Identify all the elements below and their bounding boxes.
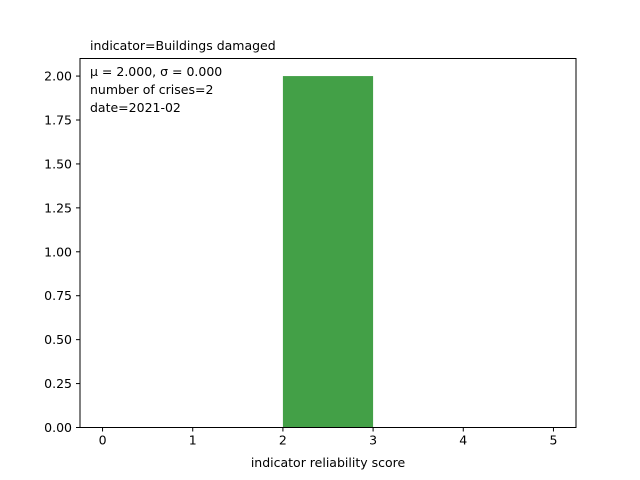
annotation-date: date=2021-02 xyxy=(90,100,181,115)
x-axis-ticks: 0 1 2 3 4 5 xyxy=(99,427,557,448)
histogram-bar-0 xyxy=(282,76,374,428)
x-tick-label: 4 xyxy=(459,433,467,448)
y-tick-label: 1.75 xyxy=(44,113,72,128)
y-tick-label: 0.75 xyxy=(44,288,72,303)
y-tick-label: 0.00 xyxy=(44,420,72,435)
chart-title: indicator=Buildings damaged xyxy=(90,38,276,53)
y-tick-label: 1.25 xyxy=(44,200,72,215)
x-axis-label: indicator reliability score xyxy=(251,455,406,470)
bars-layer xyxy=(282,76,374,428)
x-tick-label: 1 xyxy=(189,433,197,448)
annotation-crises: number of crises=2 xyxy=(90,82,213,97)
y-tick-label: 0.50 xyxy=(44,332,72,347)
x-tick-label: 2 xyxy=(279,433,287,448)
annotation-stats: μ = 2.000, σ = 0.000 xyxy=(90,64,222,79)
y-axis-ticks: 0.00 0.25 0.50 0.75 1.00 1.25 1.50 1.75 2.00 xyxy=(44,69,80,435)
y-tick-label: 2.00 xyxy=(44,69,72,84)
y-tick-label: 1.50 xyxy=(44,156,72,171)
x-tick-label: 0 xyxy=(99,433,107,448)
y-tick-label: 0.25 xyxy=(44,376,72,391)
plot-frame xyxy=(79,58,577,428)
y-tick-label: 1.00 xyxy=(44,244,72,259)
x-tick-label: 3 xyxy=(369,433,377,448)
x-tick-label: 5 xyxy=(549,433,557,448)
